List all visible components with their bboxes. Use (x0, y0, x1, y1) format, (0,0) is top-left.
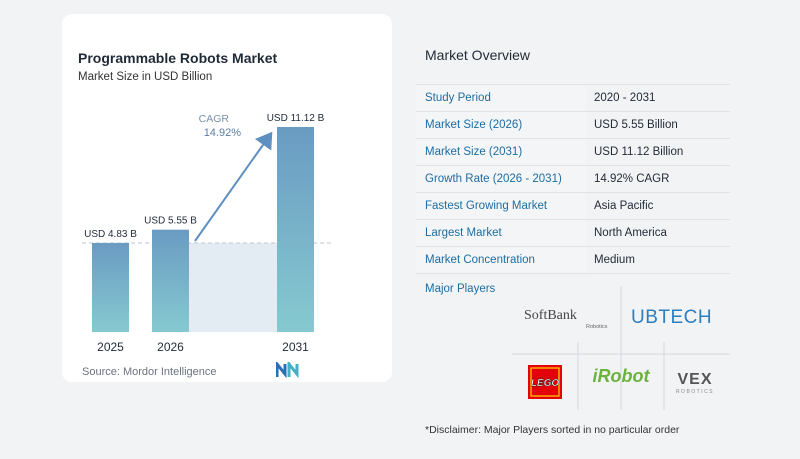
row-value: Medium (586, 246, 730, 274)
lego-logo-text: LEGO (531, 378, 560, 389)
row-value: USD 11.12 Billion (586, 138, 730, 166)
row-value: 14.92% CAGR (586, 165, 730, 193)
chart-title: Programmable Robots Market (78, 50, 278, 66)
ubtech-logo-icon: UBTECH (631, 307, 712, 328)
bar-2025 (92, 242, 129, 332)
cagr-arrow (194, 131, 273, 242)
category-label: 2031 (282, 340, 309, 354)
mordor-logo-icon (276, 362, 299, 378)
table-row: Market Concentration Medium (416, 246, 730, 274)
overview-title: Market Overview (425, 47, 531, 63)
row-key: Study Period (416, 84, 586, 112)
disclaimer: *Disclaimer: Major Players sorted in no … (425, 424, 680, 436)
value-label: USD 4.83 B (84, 229, 137, 240)
irobot-logo-text: iRobot (593, 366, 651, 386)
table-row: Market Size (2031) USD 11.12 Billion (416, 138, 730, 166)
row-value: USD 5.55 Billion (586, 111, 730, 139)
vex-logo-text: VEX (677, 371, 712, 388)
table-row: Growth Rate (2026 - 2031) 14.92% CAGR (416, 165, 730, 193)
table-row: Market Size (2026) USD 5.55 Billion (416, 111, 730, 139)
table-row: Study Period 2020 - 2031 (416, 84, 730, 112)
vex-logo-icon: VEX ROBOTICS (676, 371, 714, 395)
category-label: 2026 (157, 340, 184, 354)
cagr-label: CAGR (199, 113, 230, 125)
row-key: Fastest Growing Market (416, 192, 586, 220)
row-key: Market Concentration (416, 246, 586, 274)
table-row: Fastest Growing Market Asia Pacific (416, 192, 730, 220)
value-label: USD 11.12 B (267, 113, 325, 124)
row-value: 2020 - 2031 (586, 84, 730, 112)
softbank-logo-icon: SoftBank Robotics (524, 308, 608, 330)
players-label: Major Players (425, 283, 496, 295)
row-value: Asia Pacific (586, 192, 730, 220)
overview-table: Study Period 2020 - 2031 Market Size (202… (416, 84, 730, 274)
category-label: 2025 (97, 340, 124, 354)
cagr-value: 14.92% (204, 127, 242, 139)
row-key: Market Size (2026) (416, 111, 586, 139)
row-value: North America (586, 219, 730, 247)
bar-2026 (152, 229, 189, 332)
ubtech-logo-text: UBTECH (631, 307, 712, 328)
major-players-logos: SoftBank Robotics UBTECH LEGO iRobot VEX… (512, 286, 730, 410)
row-key: Market Size (2031) (416, 138, 586, 166)
bar-chart: USD 4.83 B 2025 USD 5.55 B 2026 USD 11.12 B 2… (82, 113, 332, 354)
value-label: USD 5.55 B (144, 216, 197, 227)
row-key: Growth Rate (2026 - 2031) (416, 165, 586, 193)
vex-logo-subtext: ROBOTICS (676, 389, 714, 395)
row-key: Largest Market (416, 219, 586, 247)
bar-2031 (277, 127, 314, 332)
table-row: Largest Market North America (416, 219, 730, 247)
chart-subtitle: Market Size in USD Billion (78, 71, 213, 83)
reference-band (189, 242, 277, 332)
softbank-logo-text: SoftBank (524, 308, 577, 323)
irobot-logo-icon: iRobot (593, 366, 651, 386)
lego-logo-icon: LEGO (528, 365, 562, 399)
source-note: Source: Mordor Intelligence (82, 366, 217, 378)
softbank-logo-subtext: Robotics (586, 324, 608, 330)
